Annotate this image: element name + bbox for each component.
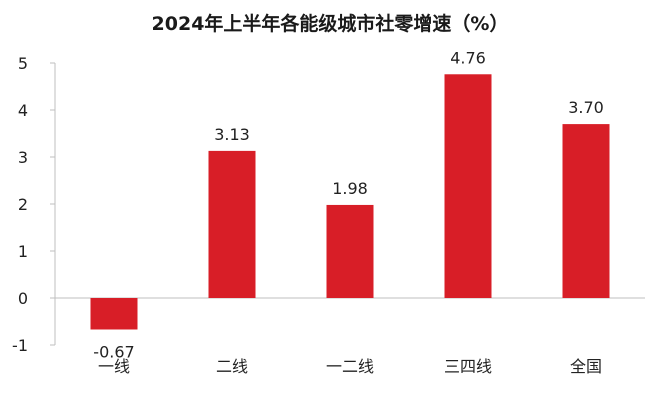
data-label: 3.70 [568,98,604,117]
bar [208,150,256,298]
y-tick-label: -1 [12,336,28,355]
y-tick-label: 0 [18,289,28,308]
y-tick-label: 1 [18,242,28,261]
x-category-label: 二线 [216,357,248,376]
x-category-label: 全国 [570,357,602,376]
x-category-label: 一线 [98,357,130,376]
bar [444,74,492,298]
chart-title: 2024年上半年各能级城市社零增速（%） [152,12,509,35]
y-tick-label: 2 [18,195,28,214]
x-category-label: 一二线 [326,357,374,376]
y-tick-label: 3 [18,148,28,167]
bar-series [90,74,610,330]
bar [326,204,374,298]
data-label: -0.67 [93,342,134,361]
x-category-label: 三四线 [444,357,492,376]
data-label: 3.13 [214,125,250,144]
data-label: 1.98 [332,179,368,198]
bar [562,124,610,298]
y-tick-label: 5 [18,54,28,73]
bar [90,298,138,330]
data-label: 4.76 [450,48,486,67]
y-tick-label: 4 [18,101,28,120]
